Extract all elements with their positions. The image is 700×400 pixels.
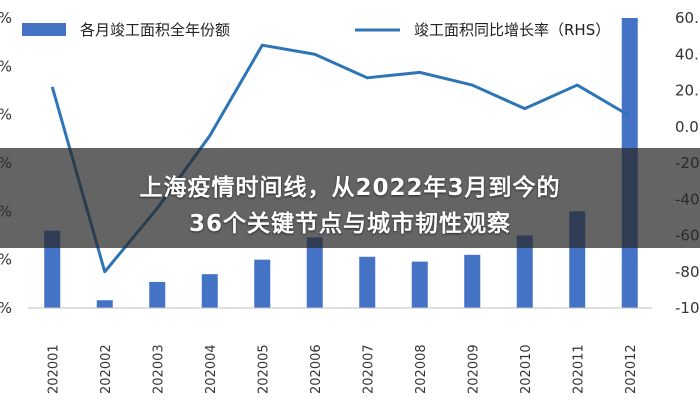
bar — [359, 256, 376, 308]
left-tick-label: 0% — [0, 299, 12, 317]
bar — [254, 259, 271, 308]
bar — [411, 261, 428, 308]
x-tick-label: 202011 — [571, 344, 586, 394]
right-tick-label: 0.0 — [675, 118, 699, 136]
bar — [516, 235, 533, 308]
x-tick-label: 202004 — [204, 344, 219, 394]
left-tick-label: 20% — [0, 106, 12, 124]
bar — [464, 254, 481, 308]
x-tick-label: 202010 — [519, 344, 534, 394]
x-tick-label: 202008 — [414, 344, 429, 394]
right-tick-label: -100 — [675, 299, 700, 317]
left-tick-label: 30% — [0, 9, 12, 27]
left-tick-label: 5% — [0, 251, 12, 269]
right-tick-label: 40.0 — [675, 45, 700, 63]
bar — [96, 300, 113, 308]
right-tick-label: -80.0 — [675, 263, 700, 281]
right-tick-label: 60.0 — [675, 9, 700, 27]
x-tick-label: 202006 — [309, 344, 324, 394]
x-axis: 202001 202002 202003 202004 202005 202006 2020… — [46, 344, 639, 394]
legend-label-line: 竣工面积同比增长率（RHS） — [414, 21, 610, 39]
legend-label-bar: 各月竣工面积全年份额 — [80, 21, 230, 39]
x-tick-label: 202012 — [624, 344, 639, 394]
banner-title-line1: 上海疫情时间线，从2022年3月到今的 — [139, 175, 561, 201]
legend: 各月竣工面积全年份额 竣工面积同比增长率（RHS） — [22, 21, 610, 39]
x-tick-label: 202001 — [46, 344, 61, 394]
bar — [201, 274, 218, 308]
x-tick-label: 202002 — [99, 344, 114, 394]
legend-swatch-bar — [22, 23, 66, 36]
bar — [44, 230, 61, 308]
x-tick-label: 202003 — [151, 344, 166, 394]
bar — [306, 237, 323, 308]
right-tick-label: 20.0 — [675, 82, 700, 100]
title-banner: 上海疫情时间线，从2022年3月到今的 36个关键节点与城市韧性观察 — [0, 148, 700, 248]
bar — [149, 281, 166, 308]
x-tick-label: 202009 — [466, 344, 481, 394]
x-tick-label: 202005 — [256, 344, 271, 394]
banner-title-line2: 36个关键节点与城市韧性观察 — [188, 211, 511, 237]
left-tick-label: 25% — [0, 57, 12, 75]
x-tick-label: 202007 — [361, 344, 376, 394]
